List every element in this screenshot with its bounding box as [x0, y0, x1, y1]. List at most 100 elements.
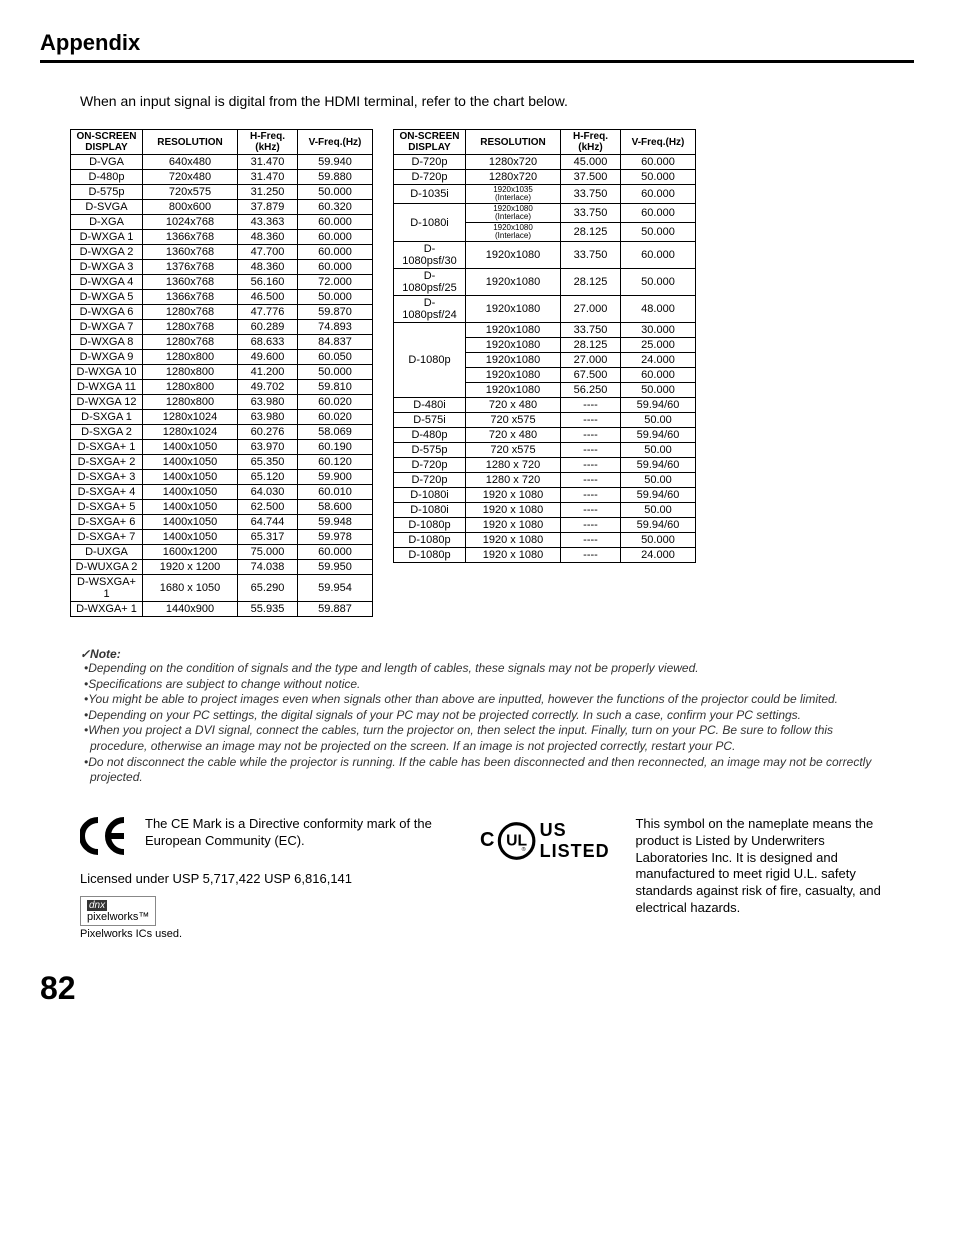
th-resolution: RESOLUTION [466, 130, 561, 155]
table-cell: ---- [561, 398, 621, 413]
table-row: D-1080p1920 x 1080----50.000 [394, 533, 696, 548]
table-cell: D-SXGA+ 1 [71, 440, 143, 455]
table-cell: D-1080p [394, 533, 466, 548]
table-row: D-WXGA+ 11440x90055.93559.887 [71, 602, 373, 617]
table-cell: 50.000 [621, 269, 696, 296]
table-cell: D-1080i [394, 488, 466, 503]
table-cell: 1920x1080 [466, 383, 561, 398]
table-cell: 1920 x 1080 [466, 533, 561, 548]
table-cell: D-WUXGA 2 [71, 560, 143, 575]
table-row: D-720p1280 x 720----50.00 [394, 473, 696, 488]
table-cell: D-WXGA 5 [71, 290, 143, 305]
table-cell: D-WXGA 11 [71, 380, 143, 395]
th-onscreen: ON-SCREEN DISPLAY [394, 130, 466, 155]
table-cell: 45.000 [561, 155, 621, 170]
table-cell: D-575p [394, 443, 466, 458]
table-row: D-1080p1920 x 1080----24.000 [394, 548, 696, 563]
table-cell: 25.000 [621, 338, 696, 353]
table-cell: 60.020 [298, 410, 373, 425]
table-cell: 50.000 [621, 223, 696, 242]
table-row: D-1080i1920 x 1080----50.00 [394, 503, 696, 518]
table-row: D-WXGA 111280x80049.70259.810 [71, 380, 373, 395]
table-cell: 48.360 [238, 260, 298, 275]
table-cell: D-WXGA 3 [71, 260, 143, 275]
th-hfreq: H-Freq. (kHz) [561, 130, 621, 155]
table-cell: 30.000 [621, 323, 696, 338]
table-row: D-575p720x57531.25050.000 [71, 185, 373, 200]
table-cell: 59.94/60 [621, 398, 696, 413]
table-cell: 60.000 [621, 185, 696, 204]
table-cell: 1680 x 1050 [143, 575, 238, 602]
th-resolution: RESOLUTION [143, 130, 238, 155]
table-cell: 1280 x 720 [466, 473, 561, 488]
table-row: D-WXGA 11366x76848.36060.000 [71, 230, 373, 245]
table-cell: D-SXGA+ 6 [71, 515, 143, 530]
table-cell: 60.000 [298, 215, 373, 230]
table-cell: D-480p [394, 428, 466, 443]
table-cell: 1400x1050 [143, 455, 238, 470]
table-cell: ---- [561, 413, 621, 428]
ul-listed-text: US LISTED [540, 820, 621, 862]
cert-left-block: The CE Mark is a Directive conformity ma… [80, 816, 450, 940]
table-row: D-SXGA+ 11400x105063.97060.190 [71, 440, 373, 455]
table-cell: 59.94/60 [621, 518, 696, 533]
table-cell: 1920x1080 [466, 296, 561, 323]
table-cell: ---- [561, 518, 621, 533]
table-cell: 60.020 [298, 395, 373, 410]
table-cell: 1280x720 [466, 170, 561, 185]
table-cell: 55.935 [238, 602, 298, 617]
page-title: Appendix [40, 30, 914, 63]
table-cell: D-WXGA 12 [71, 395, 143, 410]
table-cell: 1400x1050 [143, 440, 238, 455]
table-cell: D-1035i [394, 185, 466, 204]
table-cell: 59.978 [298, 530, 373, 545]
table-cell: 59.94/60 [621, 428, 696, 443]
table-cell: D-720p [394, 458, 466, 473]
table-cell: 1400x1050 [143, 470, 238, 485]
table-cell: 63.980 [238, 410, 298, 425]
pixelworks-dnx: dnx [87, 900, 107, 911]
table-cell: D-WXGA 2 [71, 245, 143, 260]
table-cell: 50.000 [298, 365, 373, 380]
table-cell: 1280x1024 [143, 425, 238, 440]
table-cell: D-SXGA 1 [71, 410, 143, 425]
table-cell: 48.000 [621, 296, 696, 323]
table-cell: D-SXGA+ 2 [71, 455, 143, 470]
table-cell: 67.500 [561, 368, 621, 383]
table-cell: 60.120 [298, 455, 373, 470]
table-cell: 50.00 [621, 443, 696, 458]
table-cell: 63.970 [238, 440, 298, 455]
table-cell: D-XGA [71, 215, 143, 230]
table-cell: 1280x768 [143, 305, 238, 320]
table-cell: 59.948 [298, 515, 373, 530]
note-line: •Specifications are subject to change wi… [80, 677, 884, 693]
ul-circle-icon: UL ® [497, 816, 536, 866]
table-cell: D-SXGA+ 5 [71, 500, 143, 515]
table-cell: 1920 x 1200 [143, 560, 238, 575]
table-cell: D-480i [394, 398, 466, 413]
table-cell: 68.633 [238, 335, 298, 350]
table-row: D-SXGA+ 31400x105065.12059.900 [71, 470, 373, 485]
th-vfreq: V-Freq.(Hz) [298, 130, 373, 155]
table-cell: D-WSXGA+ 1 [71, 575, 143, 602]
table-cell: 50.00 [621, 413, 696, 428]
table-cell: 640x480 [143, 155, 238, 170]
table-cell: 59.810 [298, 380, 373, 395]
table-cell: 59.954 [298, 575, 373, 602]
table-row: D-480p720x48031.47059.880 [71, 170, 373, 185]
table-cell: 1280x800 [143, 365, 238, 380]
table-cell: 60.190 [298, 440, 373, 455]
table-cell: 1920x1080 [466, 269, 561, 296]
table-cell: 720 x 480 [466, 428, 561, 443]
table-row: D-WXGA 61280x76847.77659.870 [71, 305, 373, 320]
table-cell: 27.000 [561, 353, 621, 368]
table-cell: 28.125 [561, 223, 621, 242]
table-cell: D-1080psf/24 [394, 296, 466, 323]
table-cell: 65.317 [238, 530, 298, 545]
table-cell: 64.030 [238, 485, 298, 500]
table-cell: 720 x575 [466, 443, 561, 458]
table-cell: D-SXGA+ 7 [71, 530, 143, 545]
table-cell: 49.702 [238, 380, 298, 395]
table-row: D-720p1280 x 720----59.94/60 [394, 458, 696, 473]
table-cell: D-720p [394, 170, 466, 185]
